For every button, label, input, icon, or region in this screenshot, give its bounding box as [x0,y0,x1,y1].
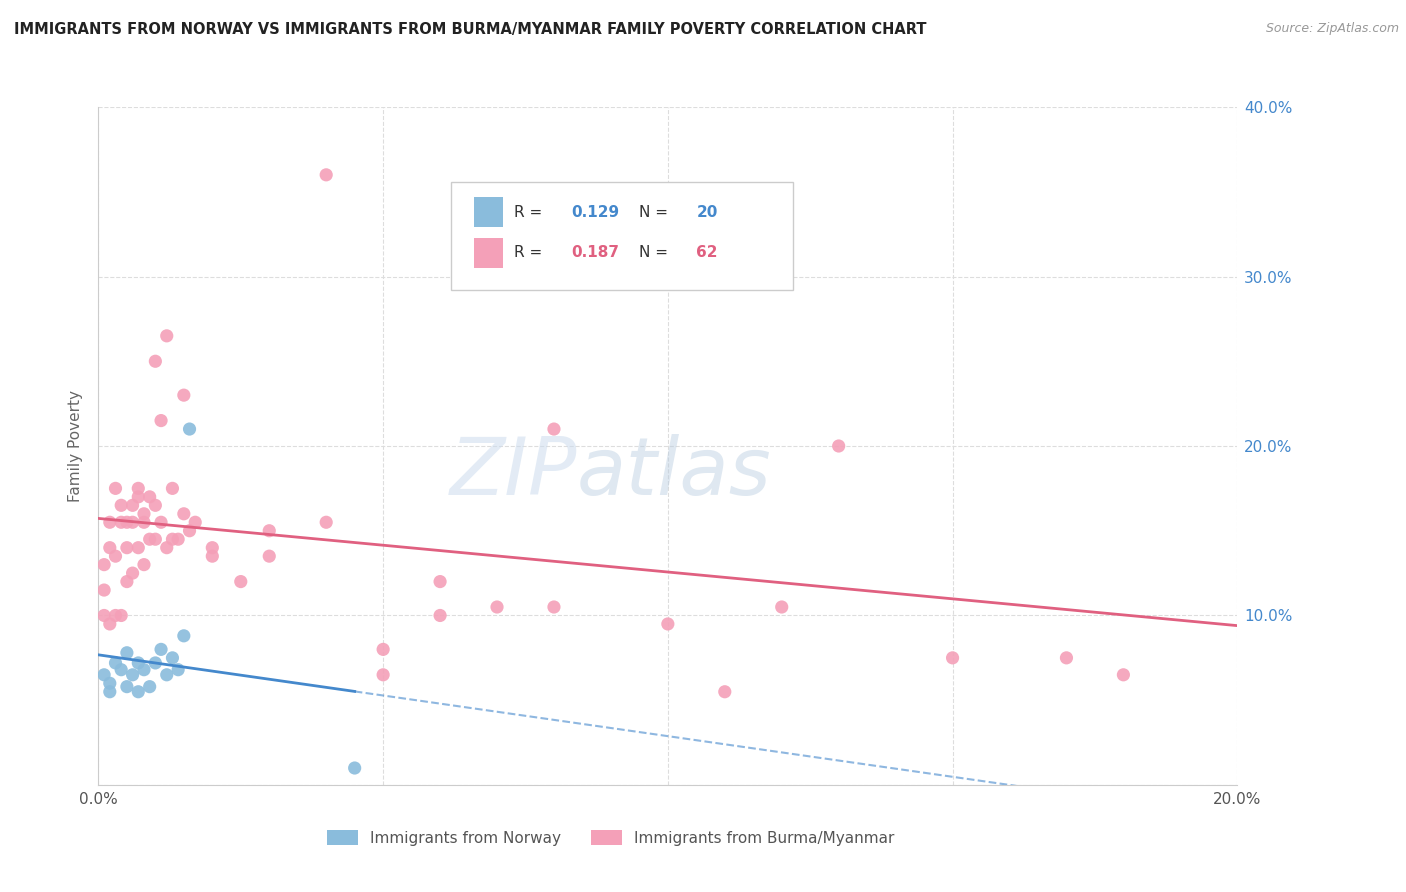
Point [138,490,160,504]
Point [104,656,127,670]
Point [343,761,366,775]
Point [429,574,451,589]
Point [162,532,184,546]
Point [121,515,143,529]
Point [315,515,337,529]
Point [543,422,565,436]
Point [173,388,195,402]
Point [115,541,138,555]
Point [373,667,395,681]
Point [162,651,184,665]
Point [173,629,195,643]
Point [138,680,160,694]
Point [121,566,143,581]
Point [145,498,167,512]
Point [150,515,173,529]
Point [156,328,179,343]
Point [486,599,509,614]
Point [138,532,160,546]
Point [98,676,121,690]
Point [127,685,149,699]
Point [184,515,207,529]
Point [770,599,793,614]
Point [121,498,143,512]
Point [150,414,173,428]
Point [127,656,149,670]
Text: 0.129: 0.129 [571,204,619,219]
Point [167,663,190,677]
Point [132,558,155,572]
Point [173,507,195,521]
Point [145,354,167,368]
Point [110,608,132,623]
Point [132,515,155,529]
Point [942,651,965,665]
Text: N =: N = [640,245,673,260]
Text: IMMIGRANTS FROM NORWAY VS IMMIGRANTS FROM BURMA/MYANMAR FAMILY POVERTY CORRELATI: IMMIGRANTS FROM NORWAY VS IMMIGRANTS FRO… [14,22,927,37]
Point [229,574,252,589]
FancyBboxPatch shape [474,237,503,268]
Point [127,482,149,496]
Point [104,608,127,623]
Point [543,599,565,614]
Text: N =: N = [640,204,673,219]
Point [98,617,121,632]
Y-axis label: Family Poverty: Family Poverty [67,390,83,502]
Point [121,667,143,681]
Point [657,617,679,632]
Point [93,667,115,681]
Point [93,558,115,572]
Point [98,541,121,555]
Point [104,482,127,496]
Point [600,269,623,284]
Point [127,490,149,504]
Point [373,642,395,657]
Point [115,515,138,529]
Text: R =: R = [515,204,547,219]
Point [132,663,155,677]
Text: 20: 20 [696,204,717,219]
Point [104,549,127,564]
Point [201,549,224,564]
Point [179,422,201,436]
Point [259,549,281,564]
Point [115,680,138,694]
Point [110,663,132,677]
Point [145,532,167,546]
Point [93,608,115,623]
Point [179,524,201,538]
Point [315,168,337,182]
Text: 0.187: 0.187 [571,245,619,260]
Point [115,574,138,589]
Text: atlas: atlas [576,434,772,512]
Point [1112,667,1135,681]
Point [156,541,179,555]
Point [201,541,224,555]
Text: ZIP: ZIP [450,434,576,512]
Point [127,541,149,555]
Point [156,667,179,681]
Point [828,439,851,453]
FancyBboxPatch shape [451,182,793,290]
Point [93,583,115,598]
Point [167,532,190,546]
Point [98,685,121,699]
Point [110,498,132,512]
Text: Source: ZipAtlas.com: Source: ZipAtlas.com [1265,22,1399,36]
Point [110,515,132,529]
Point [150,642,173,657]
Point [162,482,184,496]
Point [429,608,451,623]
Point [145,656,167,670]
Legend: Immigrants from Norway, Immigrants from Burma/Myanmar: Immigrants from Norway, Immigrants from … [321,823,901,852]
Point [714,685,737,699]
Text: R =: R = [515,245,547,260]
Point [1056,651,1078,665]
Text: 62: 62 [696,245,718,260]
Point [115,646,138,660]
Point [98,515,121,529]
FancyBboxPatch shape [474,197,503,227]
Point [132,507,155,521]
Point [259,524,281,538]
